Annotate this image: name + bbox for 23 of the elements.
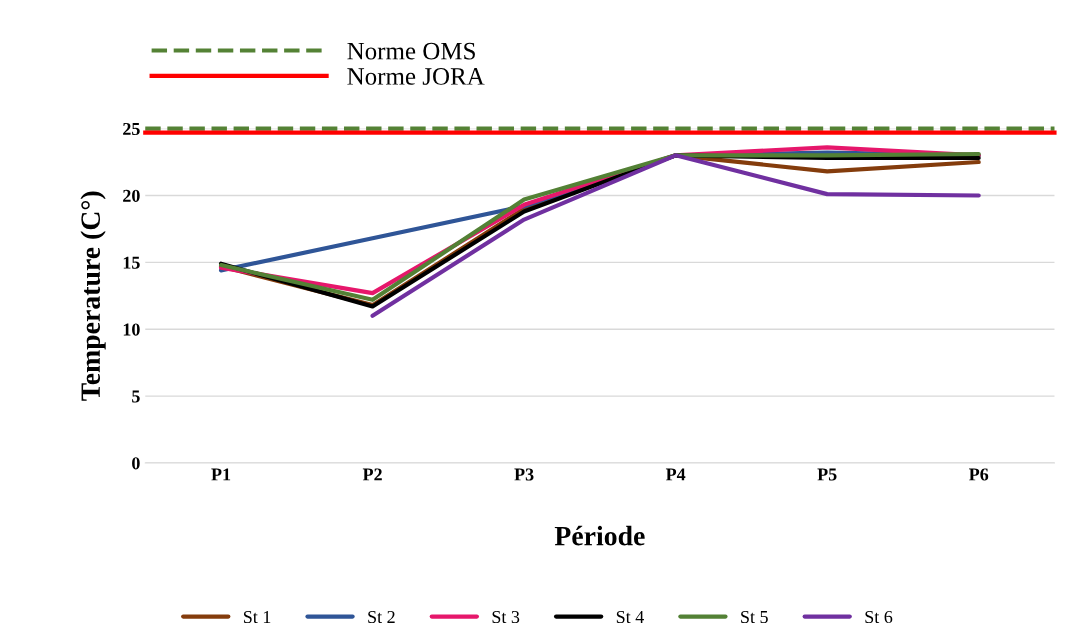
ref-line-label: Norme JORA — [347, 68, 485, 85]
ref-line-label: Norme OMS — [347, 42, 475, 60]
x-tick-label: P3 — [514, 468, 534, 481]
legend-label: St 2 — [368, 610, 395, 624]
y-tick-label: 15 — [123, 256, 140, 269]
x-axis-title: Période — [554, 525, 645, 546]
x-tick-label: P6 — [968, 468, 989, 481]
legend-label: St 1 — [243, 610, 271, 624]
x-tick-label: P1 — [211, 468, 231, 481]
legend-label: St 5 — [741, 610, 768, 624]
legend-label: St 4 — [616, 610, 644, 624]
y-tick-label: 10 — [123, 323, 140, 336]
y-tick-label: 20 — [123, 189, 140, 202]
y-tick-label: 0 — [132, 457, 140, 470]
line-series — [370, 153, 981, 318]
y-tick-label: 25 — [123, 122, 140, 136]
legend-label: St 3 — [492, 610, 520, 624]
legend-label: St 6 — [865, 610, 893, 624]
x-tick-label: P4 — [665, 468, 686, 481]
y-tick-label: 5 — [132, 390, 140, 403]
y-axis-title: Temperature (C°) — [80, 191, 106, 401]
x-tick-label: P2 — [362, 468, 382, 481]
x-tick-label: P5 — [817, 468, 837, 481]
